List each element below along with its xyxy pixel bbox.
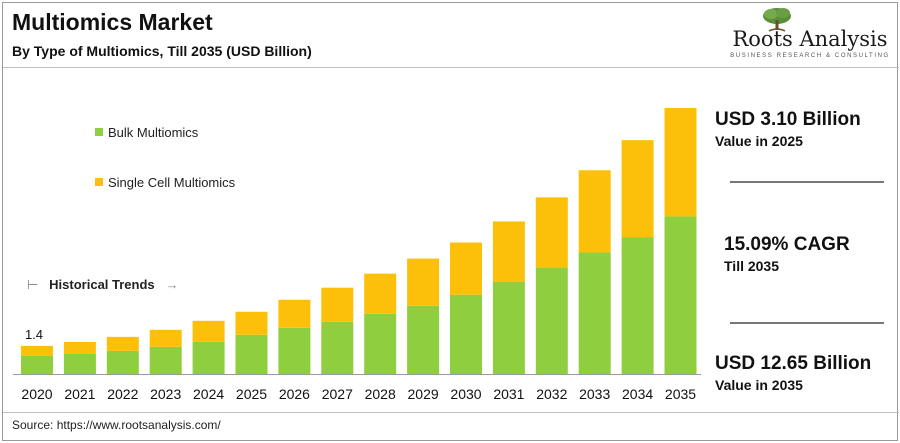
x-tick-label-2025: 2025 (236, 386, 267, 402)
stat-cagr: 15.09% CAGR Till 2035 (724, 234, 850, 274)
bar-single-cell-2034 (621, 140, 654, 238)
stat-value-2035-label: Value in 2035 (715, 377, 803, 393)
roots-analysis-logo: Roots Analysis BUSINESS RESEARCH & CONSU… (725, 7, 895, 65)
x-tick-label-2035: 2035 (665, 386, 696, 402)
logo-tagline: BUSINESS RESEARCH & CONSULTING (730, 53, 890, 59)
x-tick-label-2031: 2031 (493, 386, 524, 402)
stacked-bar-chart: 2020 2021 2022 2023 2024 2025 2026 2027 2028 2029… (13, 108, 701, 402)
bar-bulk-2025 (235, 334, 268, 374)
bar-bulk-2027 (321, 321, 354, 374)
legend-item-single-cell: Single Cell Multiomics (95, 175, 235, 190)
bar-bulk-2034 (621, 237, 654, 374)
x-tick-label-2032: 2032 (536, 386, 567, 402)
bar-single-cell-2035 (664, 108, 697, 217)
stat-value-2025-label: Value in 2025 (715, 133, 803, 149)
stat-value-2025: USD 3.10 Billion Value in 2025 (715, 109, 861, 149)
bar-single-cell-2028 (364, 273, 397, 314)
bar-single-cell-2020 (21, 345, 53, 356)
stat-divider-1 (730, 181, 884, 183)
bar-single-cell-2032 (535, 197, 568, 268)
bar-bulk-2021 (63, 353, 96, 374)
x-tick-label-2021: 2021 (64, 386, 95, 402)
bar-single-cell-2029 (407, 258, 440, 306)
bar-bulk-2020 (21, 355, 53, 374)
bar-bulk-2035 (664, 216, 697, 374)
x-tick-label-2024: 2024 (193, 386, 224, 402)
header-divider (3, 67, 899, 68)
right-arrow-icon: → (165, 277, 179, 292)
bar-bulk-2031 (492, 281, 525, 374)
bar-single-cell-2026 (278, 299, 311, 328)
x-tick-label-2028: 2028 (365, 386, 396, 402)
bar-bulk-2030 (450, 294, 482, 374)
x-tick-label-2029: 2029 (408, 386, 439, 402)
bar-single-cell-2025 (235, 311, 268, 335)
logo-name: Roots Analysis (732, 27, 888, 51)
tree-icon (763, 8, 791, 32)
bar-bulk-2024 (192, 341, 225, 374)
legend-swatch-single-cell (95, 178, 103, 186)
bar-bulk-2032 (535, 267, 568, 374)
legend-label-bulk: Bulk Multiomics (108, 125, 199, 140)
chart-subtitle: By Type of Multiomics, Till 2035 (USD Bi… (12, 43, 312, 59)
stat-value-2035: USD 12.65 Billion Value in 2035 (715, 353, 871, 393)
x-tick-label-2020: 2020 (21, 386, 52, 402)
x-tick-label-2026: 2026 (279, 386, 310, 402)
stat-value-2025-amount: USD 3.10 Billion (715, 109, 861, 130)
bar-single-cell-2024 (192, 320, 225, 342)
stat-cagr-label: Till 2035 (724, 258, 780, 274)
bar-bulk-2033 (578, 252, 611, 374)
bar-bulk-2028 (364, 313, 397, 374)
stat-cagr-amount: 15.09% CAGR (724, 234, 850, 255)
x-tick-label-2030: 2030 (450, 386, 481, 402)
bar-bulk-2029 (407, 305, 440, 374)
data-label-2020: 1.4 (25, 327, 43, 342)
bar-bulk-2023 (149, 346, 182, 374)
x-tick-label-2027: 2027 (322, 386, 353, 402)
bar-single-cell-2021 (63, 341, 96, 354)
x-tick-label-2022: 2022 (107, 386, 138, 402)
stat-divider-2 (730, 322, 884, 324)
stat-value-2035-amount: USD 12.65 Billion (715, 353, 872, 374)
x-tick-label-2023: 2023 (150, 386, 181, 402)
legend-item-bulk: Bulk Multiomics (95, 125, 198, 140)
bar-single-cell-2031 (492, 221, 525, 282)
left-arrow-icon: ⊢ (27, 277, 39, 292)
legend-swatch-bulk (95, 128, 103, 136)
footer-divider (3, 412, 899, 413)
bar-single-cell-2023 (149, 329, 182, 347)
bar-single-cell-2033 (578, 170, 611, 253)
x-tick-label-2034: 2034 (622, 386, 653, 402)
historical-trends-annotation: ⊢ Historical Trends → (27, 277, 179, 293)
x-tick-label-2033: 2033 (579, 386, 610, 402)
chart-title: Multiomics Market (12, 9, 213, 35)
bar-bulk-2026 (278, 327, 311, 374)
bar-single-cell-2030 (450, 242, 482, 295)
bar-single-cell-2022 (106, 336, 139, 351)
bar-bulk-2022 (106, 350, 139, 374)
historical-trends-label: Historical Trends (49, 277, 155, 292)
source-note: Source: https://www.rootsanalysis.com/ (12, 418, 221, 432)
bar-single-cell-2027 (321, 287, 354, 322)
legend-label-single-cell: Single Cell Multiomics (108, 175, 236, 190)
